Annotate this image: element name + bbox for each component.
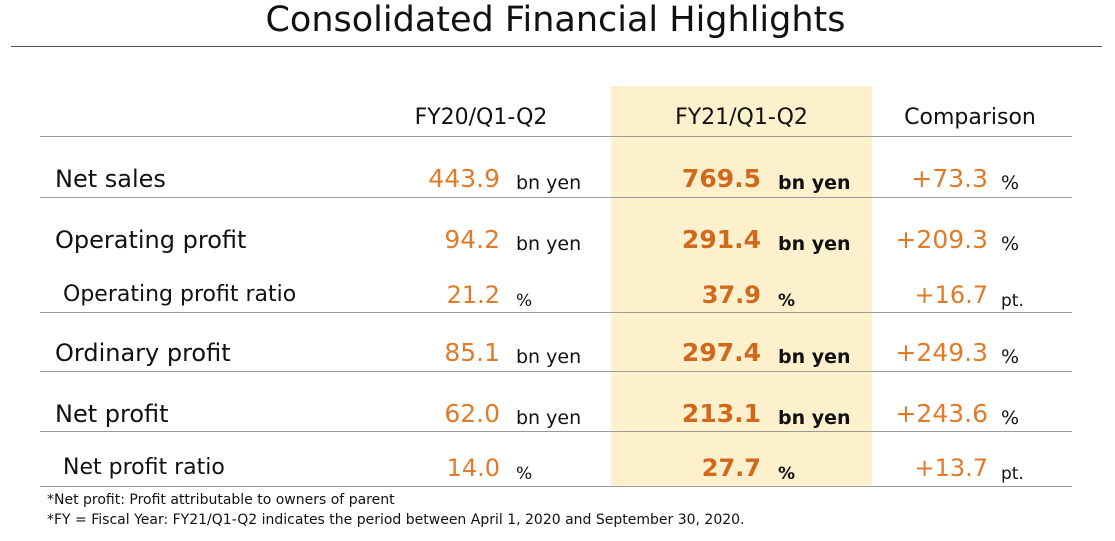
row-label: Net sales (55, 165, 166, 193)
fy20-unit: bn yen (516, 407, 582, 429)
row-label: Net profit ratio (63, 455, 225, 480)
table-row-operating-profit: Operating profit 94.2 bn yen 291.4 bn ye… (0, 225, 1115, 265)
fy21-value: 297.4 (681, 338, 761, 367)
comparison-value: +73.3 (911, 164, 988, 193)
table-row-net-profit: Net profit 62.0 bn yen 213.1 bn yen +243… (0, 399, 1115, 439)
comparison-value: +249.3 (895, 338, 988, 367)
fy21-unit: % (778, 291, 796, 311)
column-header-fy21: FY21/Q1-Q2 (675, 105, 808, 130)
footnote-fiscal-year: *FY = Fiscal Year: FY21/Q1-Q2 indicates … (47, 512, 745, 528)
row-rule (40, 197, 1072, 198)
fy20-value: 443.9 (428, 164, 500, 193)
title-divider (11, 46, 1102, 47)
fy21-unit: bn yen (778, 407, 851, 429)
page-title: Consolidated Financial Highlights (265, 0, 846, 40)
fy20-value: 94.2 (444, 225, 500, 254)
fy21-value: 27.7 (701, 454, 761, 482)
row-label: Operating profit (55, 226, 247, 254)
comparison-value: +16.7 (914, 281, 988, 309)
table-row-net-profit-ratio: Net profit ratio 14.0 % 27.7 % +13.7 pt. (0, 453, 1115, 493)
comparison-unit: pt. (1001, 464, 1024, 484)
comparison-value: +209.3 (895, 225, 988, 254)
fy20-unit: bn yen (516, 346, 582, 368)
comparison-unit: % (1001, 233, 1020, 255)
column-header-comparison: Comparison (904, 105, 1036, 130)
column-header-fy20: FY20/Q1-Q2 (414, 105, 548, 130)
fy21-value: 213.1 (681, 399, 761, 428)
fy20-value: 62.0 (444, 399, 500, 428)
fy20-unit: % (516, 464, 533, 484)
table-row-ordinary-profit: Ordinary profit 85.1 bn yen 297.4 bn yen… (0, 338, 1115, 378)
fy21-value: 291.4 (681, 225, 761, 254)
table-bottom-rule (40, 486, 1072, 487)
header-rule (40, 136, 1072, 137)
fy21-unit: bn yen (778, 346, 851, 368)
fy20-unit: bn yen (516, 172, 582, 194)
comparison-unit: % (1001, 407, 1020, 429)
fy21-unit: bn yen (778, 233, 851, 255)
footnote-net-profit: *Net profit: Profit attributable to owne… (47, 492, 395, 508)
comparison-unit: % (1001, 346, 1020, 368)
row-rule (40, 371, 1072, 372)
fy21-value: 769.5 (681, 164, 761, 193)
table-row-operating-profit-ratio: Operating profit ratio 21.2 % 37.9 % +16… (0, 280, 1115, 320)
row-label: Operating profit ratio (63, 282, 297, 307)
comparison-unit: % (1001, 172, 1020, 194)
fy20-value: 85.1 (444, 338, 500, 367)
fy21-unit: bn yen (778, 172, 851, 194)
fy21-column-highlight (611, 86, 872, 487)
fy20-unit: % (516, 291, 533, 311)
row-rule (40, 312, 1072, 313)
fy21-unit: % (778, 464, 796, 484)
fy20-unit: bn yen (516, 233, 582, 255)
row-rule (40, 431, 1072, 432)
row-label: Ordinary profit (55, 339, 231, 367)
fy20-value: 14.0 (446, 454, 500, 482)
table-row-net-sales: Net sales 443.9 bn yen 769.5 bn yen +73.… (0, 164, 1115, 204)
fy21-value: 37.9 (701, 281, 761, 309)
comparison-value: +13.7 (914, 454, 988, 482)
fy20-value: 21.2 (446, 281, 500, 309)
comparison-unit: pt. (1001, 291, 1024, 311)
comparison-value: +243.6 (895, 399, 988, 428)
row-label: Net profit (55, 400, 169, 428)
